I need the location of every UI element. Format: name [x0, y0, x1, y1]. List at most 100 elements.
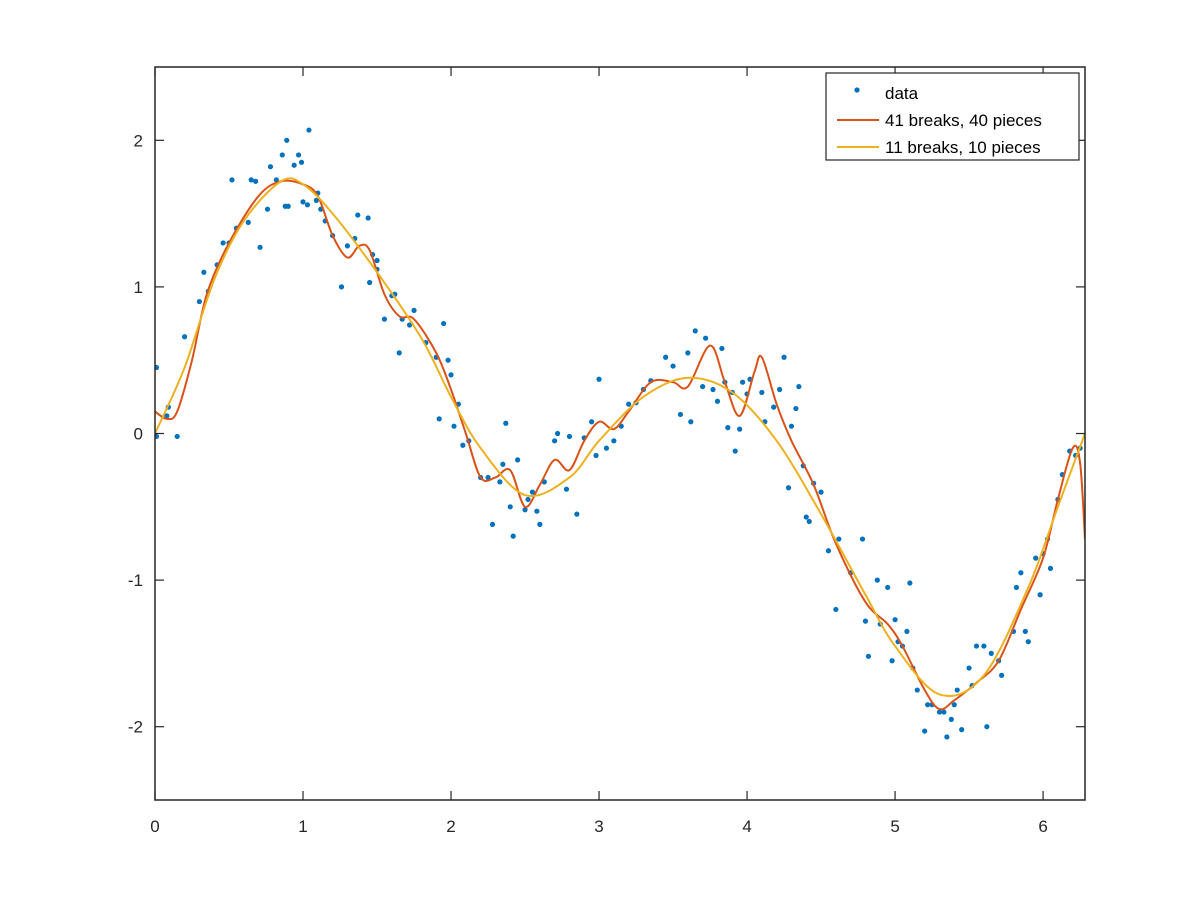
data-point	[944, 734, 950, 740]
data-point	[714, 398, 721, 404]
y-tick-label: 2	[134, 131, 143, 150]
data-point	[248, 177, 254, 183]
data-point	[174, 433, 180, 440]
data-point	[951, 702, 957, 708]
data-point	[182, 334, 188, 340]
x-tick-label: 3	[594, 817, 603, 836]
y-tick-label: 1	[134, 278, 143, 297]
data-point	[984, 724, 990, 730]
legend-label: data	[885, 84, 919, 103]
data-point	[445, 357, 451, 363]
data-point	[936, 709, 943, 715]
data-point	[554, 430, 561, 437]
data-point	[914, 687, 920, 693]
data-point	[670, 363, 676, 369]
data-point	[436, 416, 442, 422]
data-point	[725, 425, 731, 431]
data-point	[859, 536, 866, 542]
data-point	[626, 401, 632, 407]
data-point	[948, 716, 954, 722]
data-point	[365, 215, 371, 221]
data-point	[941, 709, 947, 715]
data-point	[552, 438, 558, 444]
data-point	[710, 386, 716, 393]
data-point	[196, 298, 203, 305]
data-point	[264, 206, 271, 212]
data-point	[959, 727, 965, 733]
data-point	[411, 307, 417, 313]
data-point	[229, 177, 235, 183]
data-point	[1018, 570, 1024, 576]
data-point	[507, 504, 513, 510]
data-point	[485, 474, 491, 481]
data-point	[253, 178, 259, 184]
data-point	[889, 658, 895, 664]
data-point	[451, 423, 457, 429]
data-point	[525, 496, 531, 503]
data-point	[737, 426, 743, 432]
plot-area	[155, 127, 1085, 740]
data-point	[291, 162, 297, 168]
data-point	[593, 452, 599, 459]
data-point	[355, 212, 361, 218]
data-point	[973, 643, 980, 649]
data-point	[922, 728, 928, 734]
axes: 0 1 2 3 4 5 6 -2 -1 0 1 2	[128, 66, 1086, 836]
legend-marker-icon	[854, 87, 860, 93]
data-point	[836, 536, 842, 542]
data-point	[1037, 592, 1043, 598]
y-tick-label: -1	[128, 571, 143, 590]
data-point	[284, 137, 290, 143]
y-tick-label: -2	[128, 718, 143, 737]
data-point	[925, 702, 931, 708]
data-point	[201, 269, 207, 275]
data-point	[988, 650, 994, 657]
data-point	[785, 485, 792, 491]
data-point	[732, 448, 738, 454]
data-point	[441, 320, 447, 327]
data-point	[1047, 565, 1054, 571]
x-tick-label: 2	[446, 817, 455, 836]
data-point	[489, 521, 496, 527]
data-point	[164, 413, 170, 419]
data-point	[295, 152, 302, 158]
data-point	[155, 364, 160, 371]
data-point	[777, 386, 783, 393]
data-point	[273, 177, 279, 183]
data-point	[306, 127, 312, 133]
data-point	[563, 486, 570, 492]
data-point	[267, 164, 274, 170]
data-point	[596, 376, 602, 382]
data-points	[155, 127, 1083, 740]
data-point	[981, 643, 987, 649]
x-tick-label: 0	[150, 817, 159, 836]
x-tick-label: 1	[298, 817, 307, 836]
data-point	[862, 618, 869, 624]
data-point	[344, 243, 351, 249]
data-point	[500, 461, 506, 467]
data-point	[589, 419, 595, 425]
data-point	[220, 240, 226, 246]
data-point	[781, 354, 787, 360]
data-point	[907, 580, 913, 586]
x-tick-label: 6	[1038, 817, 1047, 836]
data-point	[257, 244, 263, 250]
axes-box	[154, 66, 1086, 801]
data-point	[818, 489, 824, 495]
data-point	[719, 345, 725, 352]
data-point	[796, 383, 802, 390]
data-point	[300, 199, 306, 205]
x-tick-label: 4	[742, 817, 751, 836]
legend-label: 41 breaks, 40 pieces	[885, 111, 1042, 130]
data-point	[611, 438, 617, 444]
data-point	[793, 405, 799, 412]
data-point	[537, 521, 543, 527]
data-point	[374, 257, 380, 264]
y-tick-label: 0	[134, 425, 143, 444]
data-point	[396, 350, 402, 356]
data-point	[1033, 555, 1039, 561]
data-point	[279, 152, 285, 158]
data-point	[1025, 639, 1031, 645]
data-point	[885, 584, 891, 591]
data-point	[304, 202, 311, 208]
